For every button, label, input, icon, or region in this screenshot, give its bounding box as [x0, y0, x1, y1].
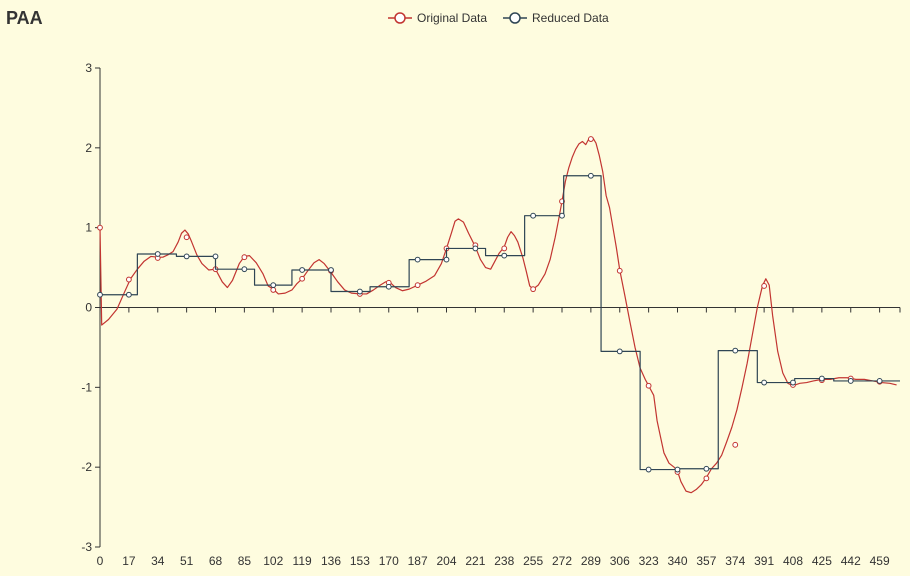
- data-point[interactable]: [616, 348, 623, 355]
- x-tick-label: 17: [122, 554, 136, 568]
- series-line: [99, 136, 897, 494]
- chart-title: PAA: [6, 8, 43, 28]
- data-point[interactable]: [501, 245, 508, 252]
- x-tick-label: 204: [436, 554, 456, 568]
- data-point[interactable]: [732, 441, 739, 448]
- legend-label: Original Data: [417, 11, 487, 25]
- x-tick-label: 136: [321, 554, 341, 568]
- y-tick-label: 2: [85, 141, 92, 155]
- x-tick-label: 68: [209, 554, 223, 568]
- x-tick-label: 374: [725, 554, 745, 568]
- y-tick-label: -3: [81, 540, 92, 554]
- x-tick-label: 408: [783, 554, 803, 568]
- data-point[interactable]: [443, 256, 450, 263]
- data-point[interactable]: [761, 379, 768, 386]
- y-tick-label: -2: [81, 460, 92, 474]
- data-point[interactable]: [385, 283, 392, 290]
- data-point[interactable]: [559, 212, 565, 219]
- data-point[interactable]: [414, 282, 421, 289]
- x-tick-label: 221: [465, 554, 485, 568]
- axes-layer: -3 -2 -1 0 1 2 3 0 17 34 51 68 85 102 119 136 153 170 187 2…: [81, 61, 901, 568]
- data-point[interactable]: [356, 288, 363, 295]
- legend-item-original-data[interactable]: Original Data: [388, 11, 487, 25]
- data-point[interactable]: [645, 466, 652, 473]
- data-point[interactable]: [241, 266, 248, 273]
- legend-item-reduced-data[interactable]: Reduced Data: [503, 11, 609, 25]
- data-point[interactable]: [530, 286, 537, 293]
- data-point[interactable]: [270, 287, 277, 293]
- x-tick-label: 102: [263, 554, 283, 568]
- data-point[interactable]: [97, 291, 103, 298]
- legend-symbol: [509, 12, 521, 24]
- data-point[interactable]: [703, 465, 710, 472]
- data-point[interactable]: [414, 256, 421, 263]
- x-tick-label: 391: [754, 554, 774, 568]
- x-tick-label: 0: [97, 554, 104, 568]
- data-point[interactable]: [97, 224, 103, 231]
- series-original-data: [97, 136, 897, 494]
- data-point[interactable]: [125, 291, 132, 298]
- x-tick-label: 51: [180, 554, 194, 568]
- data-point[interactable]: [674, 466, 681, 473]
- x-tick-label: 459: [870, 554, 890, 568]
- data-point[interactable]: [212, 253, 219, 260]
- data-point[interactable]: [299, 275, 306, 282]
- data-point[interactable]: [790, 379, 796, 386]
- x-tick-label: 289: [581, 554, 601, 568]
- x-tick-label: 323: [639, 554, 659, 568]
- data-point[interactable]: [876, 378, 883, 384]
- data-point[interactable]: [154, 251, 161, 257]
- data-point[interactable]: [328, 267, 334, 273]
- x-tick-label: 153: [350, 554, 370, 568]
- x-tick-label: 85: [238, 554, 252, 568]
- legend-symbol: [394, 12, 406, 24]
- x-tick-label: 34: [151, 554, 165, 568]
- x-tick-label: 170: [379, 554, 399, 568]
- data-point[interactable]: [183, 253, 190, 260]
- data-point[interactable]: [732, 347, 739, 354]
- y-tick-label: -1: [81, 380, 92, 394]
- x-tick-label: 255: [523, 554, 543, 568]
- data-point[interactable]: [270, 282, 277, 289]
- data-point[interactable]: [183, 234, 190, 241]
- x-tick-label: 357: [696, 554, 716, 568]
- data-point[interactable]: [587, 136, 594, 142]
- x-tick-label: 442: [841, 554, 861, 568]
- data-point[interactable]: [530, 212, 537, 219]
- data-point[interactable]: [125, 276, 132, 283]
- data-point[interactable]: [761, 283, 768, 289]
- legend[interactable]: Original Data Reduced Data: [388, 11, 609, 25]
- data-point[interactable]: [703, 475, 710, 482]
- data-point[interactable]: [818, 375, 825, 382]
- data-point[interactable]: [587, 172, 594, 179]
- data-point[interactable]: [847, 378, 854, 384]
- x-tick-label: 425: [812, 554, 832, 568]
- x-tick-label: 119: [293, 554, 312, 568]
- data-point[interactable]: [472, 245, 479, 252]
- data-point[interactable]: [645, 382, 652, 389]
- x-tick-label: 306: [610, 554, 630, 568]
- y-tick-label: 1: [85, 221, 92, 235]
- data-point[interactable]: [299, 267, 306, 273]
- x-tick-label: 238: [494, 554, 514, 568]
- data-point[interactable]: [616, 267, 623, 274]
- x-tick-label: 340: [667, 554, 687, 568]
- data-point[interactable]: [501, 252, 508, 259]
- data-point[interactable]: [241, 254, 248, 261]
- x-tick-label: 272: [552, 554, 572, 568]
- legend-label: Reduced Data: [532, 11, 609, 25]
- x-tick-label: 187: [408, 554, 428, 568]
- series-layer: [97, 136, 900, 494]
- y-tick-label: 3: [85, 61, 92, 75]
- series-line: [100, 175, 900, 471]
- series-reduced-data: [97, 172, 900, 473]
- y-tick-label: 0: [85, 301, 92, 315]
